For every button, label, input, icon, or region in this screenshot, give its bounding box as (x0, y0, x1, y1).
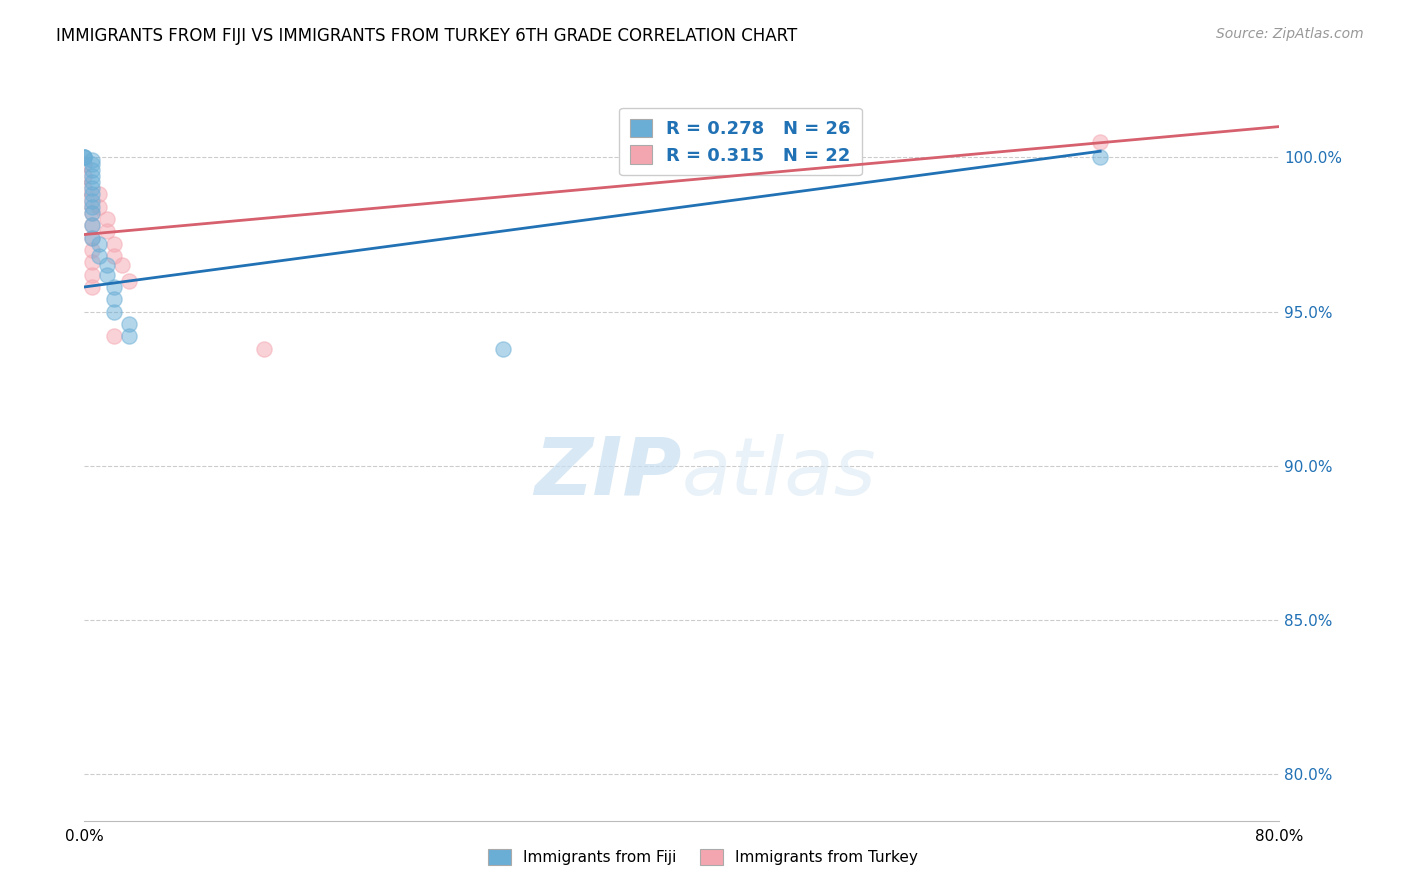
Point (103, 293, 125, 307)
Point (73, 150, 96, 164)
Point (103, 329, 125, 343)
Point (80, 194, 103, 208)
Point (118, 329, 141, 343)
Text: atlas: atlas (682, 434, 877, 512)
Point (80, 181, 103, 195)
Point (80, 243, 103, 257)
Text: Source: ZipAtlas.com: Source: ZipAtlas.com (1216, 27, 1364, 41)
Point (80, 175, 103, 189)
Point (103, 304, 125, 318)
Point (103, 236, 125, 251)
Point (80, 230, 103, 244)
Text: IMMIGRANTS FROM FIJI VS IMMIGRANTS FROM TURKEY 6TH GRADE CORRELATION CHART: IMMIGRANTS FROM FIJI VS IMMIGRANTS FROM … (56, 27, 797, 45)
Point (80, 206, 103, 220)
Point (89, 249, 111, 263)
Legend: Immigrants from Fiji, Immigrants from Turkey: Immigrants from Fiji, Immigrants from Tu… (482, 843, 924, 871)
Point (73, 181, 96, 195)
Point (73, 169, 96, 183)
Point (492, 342, 515, 356)
Point (89, 187, 111, 202)
Point (80, 219, 103, 233)
Point (111, 258, 134, 272)
Point (73, 194, 96, 208)
Text: ZIP: ZIP (534, 434, 682, 512)
Point (89, 200, 111, 214)
Point (1090, 135, 1112, 149)
Point (118, 317, 141, 331)
Point (96, 268, 118, 282)
Point (118, 274, 141, 288)
Point (253, 342, 276, 356)
Point (80, 187, 103, 202)
Point (80, 255, 103, 269)
Point (96, 258, 118, 272)
Point (80, 230, 103, 244)
Point (73, 150, 96, 164)
Legend: R = 0.278   N = 26, R = 0.315   N = 22: R = 0.278 N = 26, R = 0.315 N = 22 (619, 108, 862, 176)
Point (80, 268, 103, 282)
Point (103, 249, 125, 263)
Point (103, 280, 125, 294)
Point (96, 212, 118, 227)
Point (73, 156, 96, 170)
Point (1090, 150, 1112, 164)
Point (80, 280, 103, 294)
Point (73, 150, 96, 164)
Point (80, 169, 103, 183)
Point (80, 219, 103, 233)
Point (89, 236, 111, 251)
Point (80, 200, 103, 214)
Point (80, 206, 103, 220)
Point (80, 162, 103, 177)
Point (96, 224, 118, 238)
Point (80, 156, 103, 170)
Point (80, 153, 103, 168)
